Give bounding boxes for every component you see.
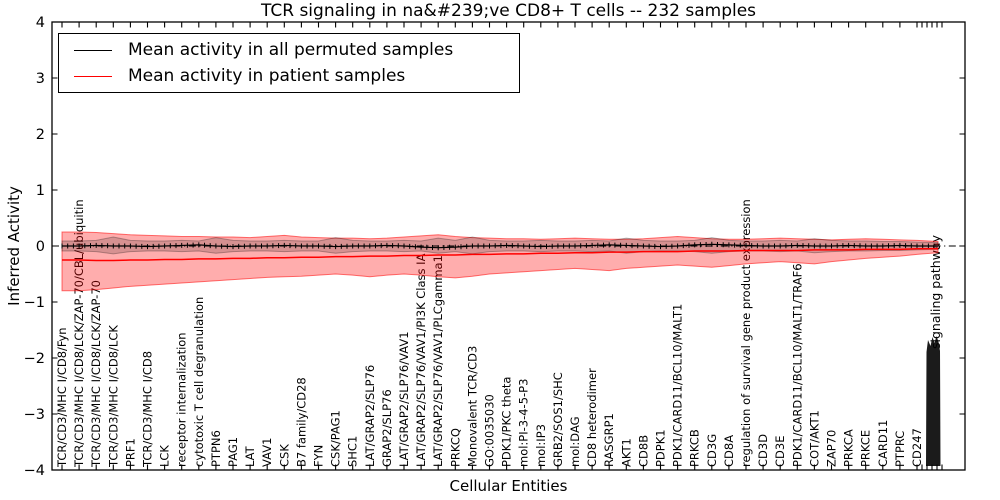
- x-tick-label: GRB2/SOS1/SHC: [551, 372, 565, 467]
- x-tick-label: GO:0035030: [483, 394, 497, 467]
- patient-mean-line: [62, 248, 938, 262]
- x-tick-label: PDPK1: [654, 429, 668, 467]
- legend-label: Mean activity in all permuted samples: [128, 39, 454, 60]
- x-tick-label: PRKCE: [859, 430, 873, 467]
- x-tick-label: PDK1/CARD11/BCL10/MALT1/TRAF6: [790, 263, 804, 467]
- x-tick-label: LAT/GRAP2/SLP76/VAV1/PLCgamma1: [431, 255, 445, 467]
- legend-item-patient: Mean activity in patient samples: [59, 65, 519, 86]
- x-tick-label: CD8A: [722, 435, 736, 467]
- x-tick-label: cytotoxic T cell degranulation: [192, 297, 206, 467]
- y-tick-label: −2: [24, 351, 45, 367]
- y-tick-label: 3: [36, 71, 45, 87]
- axis-ticks: [52, 21, 965, 471]
- x-tick-label: mol:PI-3-4-5-P3: [517, 379, 531, 467]
- x-axis-label: Cellular Entities: [449, 477, 568, 495]
- x-tick-label: COT/AKT1: [807, 410, 821, 467]
- permuted-line-swatch: [74, 49, 112, 51]
- y-tick-label: 1: [36, 183, 45, 199]
- x-tick-label: B7 family/CD28: [294, 377, 308, 467]
- x-tick-label: receptor internalization: [175, 332, 189, 467]
- cluster-tick-label: signaling pathway: [928, 234, 943, 349]
- patient-std-band: [61, 231, 939, 292]
- x-tick-label: AKT1: [619, 438, 633, 467]
- patient-line-swatch: [74, 75, 112, 77]
- x-tick-label: LAT: [243, 445, 257, 467]
- x-tick-label: PDK1/CARD11/BCL10/MALT1: [671, 304, 685, 467]
- y-tick-label: −1: [24, 295, 45, 311]
- permuted-mean-line: [62, 243, 938, 249]
- x-tick-label: LAT/GRAP2/SLP76/VAV1: [397, 331, 411, 467]
- x-tick-label: PAG1: [226, 437, 240, 467]
- x-tick-label: PRF1: [123, 438, 137, 467]
- x-tick-label: CD3D: [756, 434, 770, 467]
- y-tick-label: 4: [36, 15, 45, 31]
- x-tick-label: LAT/GRAP2/SLP76: [363, 365, 377, 467]
- x-tick-label: TCR/CD3/MHC I/CD8/LCK/ZAP-70/CBL/ubiquit…: [72, 199, 86, 468]
- x-tick-label: CARD11: [876, 420, 890, 467]
- x-tick-label: CD3G: [705, 434, 719, 467]
- x-tick-label: CSK: [277, 444, 291, 467]
- x-tick-label: FYN: [312, 445, 326, 467]
- x-tick-label: PRKCB: [688, 429, 702, 467]
- x-tick-label: PTPN6: [209, 430, 223, 467]
- x-tick-label: CSK/PAG1: [329, 410, 343, 467]
- x-tick-label: regulation of survival gene product expr…: [739, 199, 753, 467]
- x-tick-label: TCR/CD3/MHC I/CD8/LCK: [106, 325, 120, 468]
- x-tick-label: PRKCA: [842, 429, 856, 467]
- x-tick-label: RASGRP1: [602, 413, 616, 467]
- y-tick-label: −3: [24, 407, 45, 423]
- y-tick-label: −4: [24, 463, 45, 479]
- x-tick-label: VAV1: [260, 438, 274, 467]
- x-tick-label: mol:IP3: [534, 424, 548, 467]
- chart-title: TCR signaling in na&#239;ve CD8+ T cells…: [260, 1, 757, 21]
- x-tick-label: TCR/CD3/MHC I/CD8: [141, 351, 155, 468]
- y-tick-label: 2: [36, 127, 45, 143]
- x-tick-label: TCR/CD3/MHC I/CD8/LCK/ZAP-70: [89, 280, 103, 468]
- y-axis-label: Inferred Activity: [5, 186, 23, 306]
- x-tick-label: SHC1: [346, 436, 360, 467]
- x-tick-label: CD3E: [773, 436, 787, 467]
- legend: Mean activity in all permuted samples Me…: [58, 33, 520, 93]
- y-tick-label: 0: [36, 239, 45, 255]
- x-tick-label: Monovalent TCR/CD3: [465, 346, 479, 467]
- x-tick-label: CD247: [910, 428, 924, 467]
- x-tick-label: LCK: [158, 445, 172, 467]
- x-tick-label: mol:DAG: [568, 416, 582, 467]
- x-tick-label: PTPRC: [893, 431, 907, 467]
- x-tick-label: LAT/GRAP2/SLP76/VAV1/PI3K Class IA: [414, 253, 428, 467]
- x-tick-label: CD8 heterodimer: [585, 368, 599, 467]
- permuted-line-markers: [61, 241, 935, 251]
- legend-label: Mean activity in patient samples: [128, 65, 406, 86]
- x-tick-label: ZAP70: [825, 430, 839, 467]
- x-tick-label: CD8B: [636, 435, 650, 467]
- x-tick-label: PRKCQ: [448, 428, 462, 467]
- x-tick-label: GRAP2/SLP76: [380, 389, 394, 467]
- overlapping-labels-blob: [926, 336, 941, 466]
- x-tick-label: PDK1/PKC theta: [500, 377, 514, 467]
- legend-item-permuted: Mean activity in all permuted samples: [59, 39, 519, 60]
- x-tick-label: TCR/CD3/MHC I/CD8/Fyn: [55, 327, 69, 468]
